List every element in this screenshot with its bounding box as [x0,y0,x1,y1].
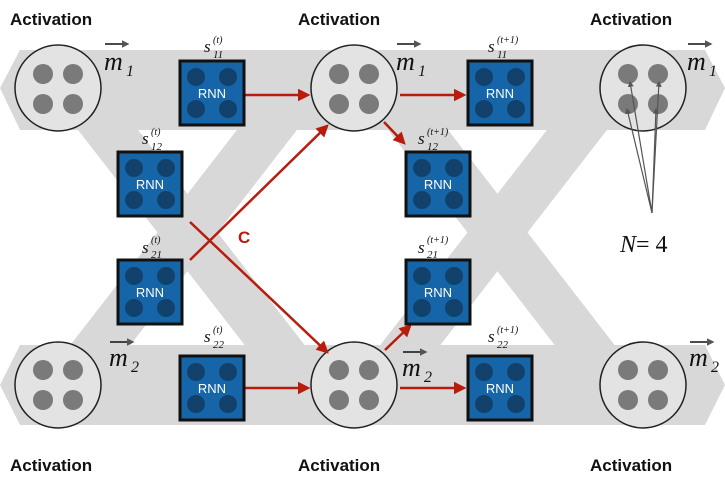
svg-text:12: 12 [427,141,439,153]
svg-text:(t+1): (t+1) [427,127,449,138]
svg-text:1: 1 [126,63,134,80]
svg-text:22: 22 [497,339,509,351]
svg-text:(t): (t) [151,235,161,246]
svg-text:21: 21 [151,249,162,261]
arrow-s12-to-act-bottom [189,221,329,354]
rnn-box-s12: RNN [116,150,184,218]
m2-label-center: m 2 [402,348,432,386]
svg-text:m: m [396,47,415,76]
svg-text:s: s [204,327,211,346]
svg-text:s: s [142,129,149,148]
svg-text:m: m [402,353,421,382]
rnn-box-s22: RNN [178,354,246,422]
svg-text:s: s [204,37,211,56]
rnn-label: RNN [198,86,226,101]
arrow-s21-to-act-top [189,124,329,261]
rnn-label: RNN [424,285,452,300]
svg-text:(t): (t) [213,325,223,336]
activation-label-top-right: Activation [590,10,672,29]
state-label-s12-next: s (t+1) 12 [418,127,449,153]
svg-text:11: 11 [213,49,223,61]
svg-text:11: 11 [497,49,507,61]
svg-text:m: m [104,47,123,76]
svg-text:(t+1): (t+1) [497,325,519,336]
activation-circle-bottom-center [310,341,398,429]
m1-label-center: m 1 [396,40,426,80]
n-annotation: N= 4 [619,80,668,258]
rnn-label: RNN [486,381,514,396]
connection-arrows [189,88,467,395]
activation-labels: Activation Activation Activation Activat… [10,10,672,475]
rnn-label: RNN [198,381,226,396]
activation-label-top-left: Activation [10,10,92,29]
connection-label: C [238,228,250,247]
state-label-s22-next: s (t+1) 22 [488,325,519,351]
rnn-box-s21: RNN [116,258,184,326]
rnn-label: RNN [424,177,452,192]
state-label-s21-next: s (t+1) 21 [418,235,449,261]
m2-label-right: m 2 [689,338,719,376]
activation-label-bottom-left: Activation [10,456,92,475]
svg-text:12: 12 [151,141,163,153]
svg-text:s: s [418,238,425,257]
state-label-s21: s (t) 21 [142,235,162,261]
state-label-s11-next: s (t+1) 11 [488,35,519,61]
rnn-box-s21-next: RNN [404,258,472,326]
activation-label-bottom-right: Activation [590,456,672,475]
arrow-act-to-s12next [383,121,406,145]
rnn-box-s22-next: RNN [466,354,534,422]
activation-circle-top-center [310,44,398,132]
m2-label-left: m 2 [109,338,139,376]
rnn-box-s11-next: RNN [466,59,534,127]
activation-circle-top-left [14,44,102,132]
svg-text:(t): (t) [213,35,223,46]
m1-label-right: m 1 [687,40,717,80]
n-label: N= 4 [619,232,668,258]
m1-label-left: m 1 [104,40,134,80]
state-label-s12: s (t) 12 [142,127,163,153]
cross-band-left-b [20,55,355,410]
svg-text:s: s [488,327,495,346]
rnn-box-s11: RNN [178,59,246,127]
activation-label-top-center: Activation [298,10,380,29]
rnn-label: RNN [486,86,514,101]
svg-text:(t): (t) [151,127,161,138]
svg-text:m: m [689,343,708,372]
svg-text:22: 22 [213,339,225,351]
activation-circle-bottom-right [599,341,687,429]
arrow-act-to-s21next [384,324,412,351]
svg-text:2: 2 [711,359,719,376]
svg-text:s: s [418,129,425,148]
svg-text:(t+1): (t+1) [497,35,519,46]
rnn-label: RNN [136,177,164,192]
rnn-box-s12-next: RNN [404,150,472,218]
svg-text:m: m [109,343,128,372]
svg-text:21: 21 [427,249,438,261]
svg-text:2: 2 [131,359,139,376]
activation-circle-top-right [599,44,687,132]
svg-text:s: s [488,37,495,56]
svg-text:s: s [142,238,149,257]
svg-text:1: 1 [709,63,717,80]
rnn-label: RNN [136,285,164,300]
activation-label-bottom-center: Activation [298,456,380,475]
svg-text:m: m [687,47,706,76]
state-label-s22: s (t) 22 [204,325,225,351]
svg-text:1: 1 [418,63,426,80]
activation-circle-bottom-left [14,341,102,429]
svg-text:2: 2 [424,369,432,386]
svg-text:(t+1): (t+1) [427,235,449,246]
state-label-s11: s (t) 11 [204,35,223,61]
